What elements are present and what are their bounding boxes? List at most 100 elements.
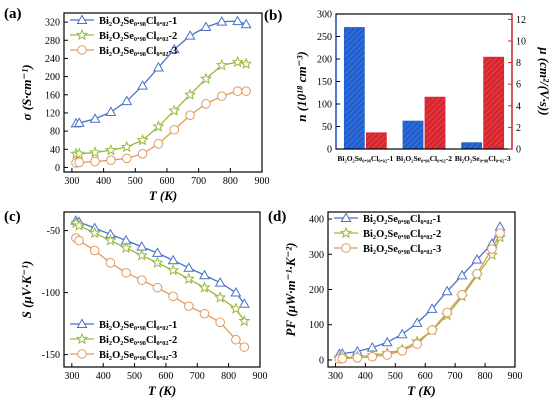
panel-label: (c) bbox=[4, 209, 21, 225]
star-marker bbox=[184, 88, 197, 100]
x-tick-label: 400 bbox=[358, 371, 373, 382]
triangle-marker bbox=[216, 16, 228, 26]
legend-entry-1: Bi₂O₂Se₀.₉₈Cl₀.₀₂-2 bbox=[99, 335, 177, 346]
circle-marker bbox=[74, 157, 85, 168]
y2-tick-label: 12 bbox=[516, 15, 526, 26]
circle-marker bbox=[382, 350, 393, 360]
triangle-marker bbox=[471, 253, 483, 264]
circle-marker bbox=[77, 349, 87, 359]
circle-marker bbox=[89, 245, 100, 256]
y-axis-label: σ (S·cm⁻¹) bbox=[19, 64, 34, 120]
triangle-marker bbox=[184, 30, 196, 40]
circle-marker bbox=[137, 149, 148, 159]
star-marker bbox=[168, 104, 181, 116]
x-tick-label: 400 bbox=[96, 371, 111, 382]
triangle-marker bbox=[73, 117, 85, 127]
triangle-marker bbox=[396, 328, 408, 339]
legend-entry-0: Bi₂O₂Se₀.₉₈Cl₀.₀₂-1 bbox=[363, 214, 441, 225]
star-marker bbox=[214, 291, 227, 303]
legend-entry-2: Bi₂O₂Se₀.₉₈Cl₀.₀₂-3 bbox=[99, 350, 177, 361]
star-marker bbox=[167, 263, 180, 276]
circle-marker bbox=[337, 353, 348, 364]
x-tick-label: 900 bbox=[255, 176, 270, 187]
x-tick-label: 300 bbox=[64, 371, 79, 382]
legend-entry-1: Bi₂O₂Se₀.₉₈Cl₀.₀₂-2 bbox=[99, 31, 177, 42]
circle-marker bbox=[495, 228, 505, 238]
bar-n-0 bbox=[343, 27, 365, 150]
triangle-marker bbox=[105, 106, 117, 116]
y-tick-label: 200 bbox=[309, 285, 324, 296]
y-axis-label: n (10¹⁸ cm⁻³) bbox=[294, 51, 309, 121]
category-label-0: Bi₂O₂Se₀.₉₈Cl₀.₀₂-1 bbox=[337, 154, 393, 163]
y-tick-label: -100 bbox=[42, 288, 60, 299]
y2-tick-label: 10 bbox=[516, 37, 526, 48]
y2-tick-label: 2 bbox=[516, 123, 521, 134]
star-marker bbox=[75, 332, 89, 345]
star-marker bbox=[88, 226, 101, 239]
triangle-marker bbox=[340, 212, 352, 222]
legend-entry-2: Bi₂O₂Se₀.₉₈Cl₀.₀₂-3 bbox=[363, 244, 441, 255]
circle-marker bbox=[352, 353, 363, 363]
x-tick-label: 700 bbox=[191, 176, 206, 187]
triangle-marker bbox=[151, 247, 163, 257]
y-tick-label: 100 bbox=[317, 100, 332, 111]
circle-marker bbox=[216, 91, 227, 101]
star-marker bbox=[75, 28, 89, 41]
circle-marker bbox=[457, 289, 467, 300]
x-tick-label: 700 bbox=[190, 371, 205, 382]
x-tick-label: 600 bbox=[158, 371, 173, 382]
x-tick-label: 500 bbox=[388, 371, 403, 382]
y-tick-label: 240 bbox=[45, 54, 60, 65]
bar-n-1 bbox=[402, 120, 424, 150]
plot-frame bbox=[63, 12, 263, 173]
y-tick-label: 150 bbox=[317, 77, 332, 88]
y-tick-label: 300 bbox=[309, 250, 324, 261]
y-tick-label: 300 bbox=[317, 10, 332, 21]
legend-entry-0: Bi₂O₂Se₀.₉₈Cl₀.₀₂-1 bbox=[99, 16, 177, 27]
triangle-marker bbox=[441, 285, 453, 296]
star-marker bbox=[120, 241, 133, 254]
triangle-marker bbox=[381, 336, 393, 347]
bar-mu-1 bbox=[424, 96, 446, 150]
x-tick-label: 300 bbox=[64, 176, 79, 187]
panel-label: (d) bbox=[268, 209, 286, 225]
x-tick-label: 600 bbox=[418, 371, 433, 382]
x-tick-label: 500 bbox=[127, 371, 142, 382]
y-axis-label: S (μV·K⁻¹) bbox=[19, 261, 34, 319]
x-tick-label: 900 bbox=[508, 371, 523, 382]
y-tick-label: 0 bbox=[327, 145, 332, 156]
triangle-marker bbox=[121, 95, 133, 106]
y-tick-label: -50 bbox=[47, 226, 60, 237]
bar-mu-2 bbox=[483, 56, 505, 150]
circle-marker bbox=[184, 301, 194, 312]
star-marker bbox=[120, 140, 133, 153]
triangle-marker bbox=[456, 269, 468, 280]
triangle-marker bbox=[89, 113, 101, 123]
triangle-marker bbox=[411, 317, 423, 327]
star-marker bbox=[136, 133, 149, 146]
triangle-marker bbox=[137, 80, 149, 90]
y2-axis-label: μ (cm²/(V·s)) bbox=[537, 46, 550, 115]
triangle-marker bbox=[167, 254, 179, 265]
star-marker bbox=[182, 272, 195, 285]
legend-entry-1: Bi₂O₂Se₀.₉₈Cl₀.₀₂-2 bbox=[363, 229, 441, 240]
circle-marker bbox=[442, 307, 452, 318]
panel-3-chart: 300 400 500 600 700 800 900 0 100 200 300 400 T (K) P… bbox=[268, 209, 523, 398]
y2-tick-label: 6 bbox=[516, 80, 521, 91]
circle-marker bbox=[169, 124, 180, 135]
y-tick-label: 80 bbox=[50, 127, 60, 138]
circle-marker bbox=[239, 342, 250, 352]
y-tick-label: 160 bbox=[45, 90, 60, 101]
star-marker bbox=[198, 281, 211, 293]
star-marker bbox=[104, 143, 117, 156]
y-tick-label: 50 bbox=[322, 122, 332, 133]
circle-marker bbox=[106, 155, 116, 165]
star-marker bbox=[89, 146, 102, 158]
y2-tick-label: 4 bbox=[516, 101, 521, 112]
circle-marker bbox=[232, 86, 243, 96]
circle-marker bbox=[152, 282, 163, 293]
star-marker bbox=[104, 234, 117, 246]
x-tick-label: 700 bbox=[448, 371, 463, 382]
panel-label: (a) bbox=[4, 6, 22, 22]
